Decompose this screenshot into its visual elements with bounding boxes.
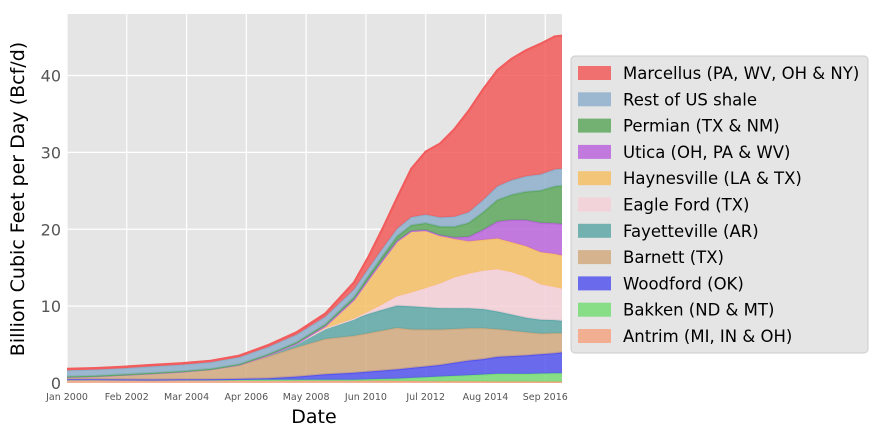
area-bakken-nd-mt <box>67 373 562 382</box>
legend-swatch <box>578 329 611 343</box>
legend-entry-bakken-nd-mt: Bakken (ND & MT) <box>578 301 774 320</box>
legend-swatch <box>578 66 611 80</box>
y-tick-label: 10 <box>41 297 61 316</box>
legend-swatch <box>578 197 611 212</box>
legend-swatch <box>578 276 611 291</box>
legend-swatch <box>578 250 611 265</box>
x-tick-label: Jul 2012 <box>405 392 445 403</box>
legend-entry-antrim-mi-in-oh: Antrim (MI, IN & OH) <box>578 327 792 346</box>
area-utica-oh-pa-wv <box>67 220 562 377</box>
legend-label: Eagle Ford (TX) <box>623 196 749 215</box>
x-axis-title: Date <box>291 406 336 428</box>
x-tick-labels: Jan 2000 Feb 2002 Mar 2004 Apr 2006 May 2008… <box>45 392 568 403</box>
legend-label: Antrim (MI, IN & OH) <box>623 327 792 346</box>
x-tick-label: Aug 2014 <box>463 392 509 403</box>
legend-swatch <box>578 302 611 317</box>
legend-entry-barnett-tx: Barnett (TX) <box>578 248 724 267</box>
y-tick-label: 20 <box>41 220 61 239</box>
legend-label: Haynesville (LA & TX) <box>623 169 802 188</box>
area-permian-tx-nm <box>67 185 562 377</box>
legend-swatch <box>578 144 611 159</box>
legend-entry-woodford-ok: Woodford (OK) <box>578 274 744 293</box>
area-barnett-tx <box>67 327 562 380</box>
legend-entry-haynesville-la-tx: Haynesville (LA & TX) <box>578 169 802 188</box>
x-tick-label: Sep 2016 <box>523 392 568 403</box>
legend-swatch <box>578 171 611 186</box>
legend-entry-fayetteville-ar: Fayetteville (AR) <box>578 222 759 241</box>
y-tick-label: 30 <box>41 143 61 162</box>
legend-entry-utica-oh-pa-wv: Utica (OH, PA & WV) <box>578 143 790 162</box>
x-tick-label: Mar 2004 <box>164 392 209 403</box>
legend-frame <box>570 55 869 354</box>
legend-label: Utica (OH, PA & WV) <box>623 143 790 162</box>
legend-label: Permian (TX & NM) <box>623 117 780 136</box>
legend-label: Barnett (TX) <box>623 248 724 267</box>
legend-entry-permian-tx-nm: Permian (TX & NM) <box>578 117 780 136</box>
legend-label: Woodford (OK) <box>623 274 744 293</box>
legend-entry-marcellus-pa-wv-oh-ny: Marcellus (PA, WV, OH & NY) <box>578 64 859 83</box>
y-tick-label: 40 <box>41 67 61 86</box>
y-tick-label: 0 <box>51 374 61 393</box>
legend-entries: Marcellus (PA, WV, OH & NY) Rest of US sh… <box>578 64 859 346</box>
legend-swatch <box>578 223 611 238</box>
legend-label: Fayetteville (AR) <box>623 222 759 241</box>
legend-swatch <box>578 118 611 133</box>
area-haynesville-la-tx <box>67 230 562 377</box>
x-tick-label: Apr 2006 <box>225 392 269 403</box>
area-marcellus-pa-wv-oh-ny <box>67 35 562 371</box>
legend-swatch <box>578 92 611 107</box>
x-tick-label: Jan 2000 <box>45 392 88 403</box>
x-tick-label: Feb 2002 <box>105 392 149 403</box>
area-rest-of-us-shale <box>67 168 562 377</box>
x-tick-label: May 2008 <box>283 392 330 403</box>
y-tick-labels: 0 10 20 30 40 <box>41 67 61 394</box>
legend-label: Rest of US shale <box>623 90 757 109</box>
legend-entry-eagle-ford-tx: Eagle Ford (TX) <box>578 196 749 215</box>
area-eagle-ford-tx <box>67 269 562 377</box>
legend-label: Bakken (ND & MT) <box>623 301 774 320</box>
y-axis-title: Billion Cubic Feet per Day (Bcf/d) <box>7 42 29 356</box>
legend-entry-rest-of-us-shale: Rest of US shale <box>578 90 757 109</box>
series-areas <box>66 34 563 383</box>
area-fayetteville-ar <box>67 305 562 377</box>
legend: Marcellus (PA, WV, OH & NY) Rest of US sh… <box>570 55 869 354</box>
area-woodford-ok <box>67 352 562 380</box>
legend-label: Marcellus (PA, WV, OH & NY) <box>623 64 859 83</box>
x-tick-label: Jun 2010 <box>344 392 387 403</box>
line-marcellus-pa-wv-oh-ny <box>66 34 563 370</box>
